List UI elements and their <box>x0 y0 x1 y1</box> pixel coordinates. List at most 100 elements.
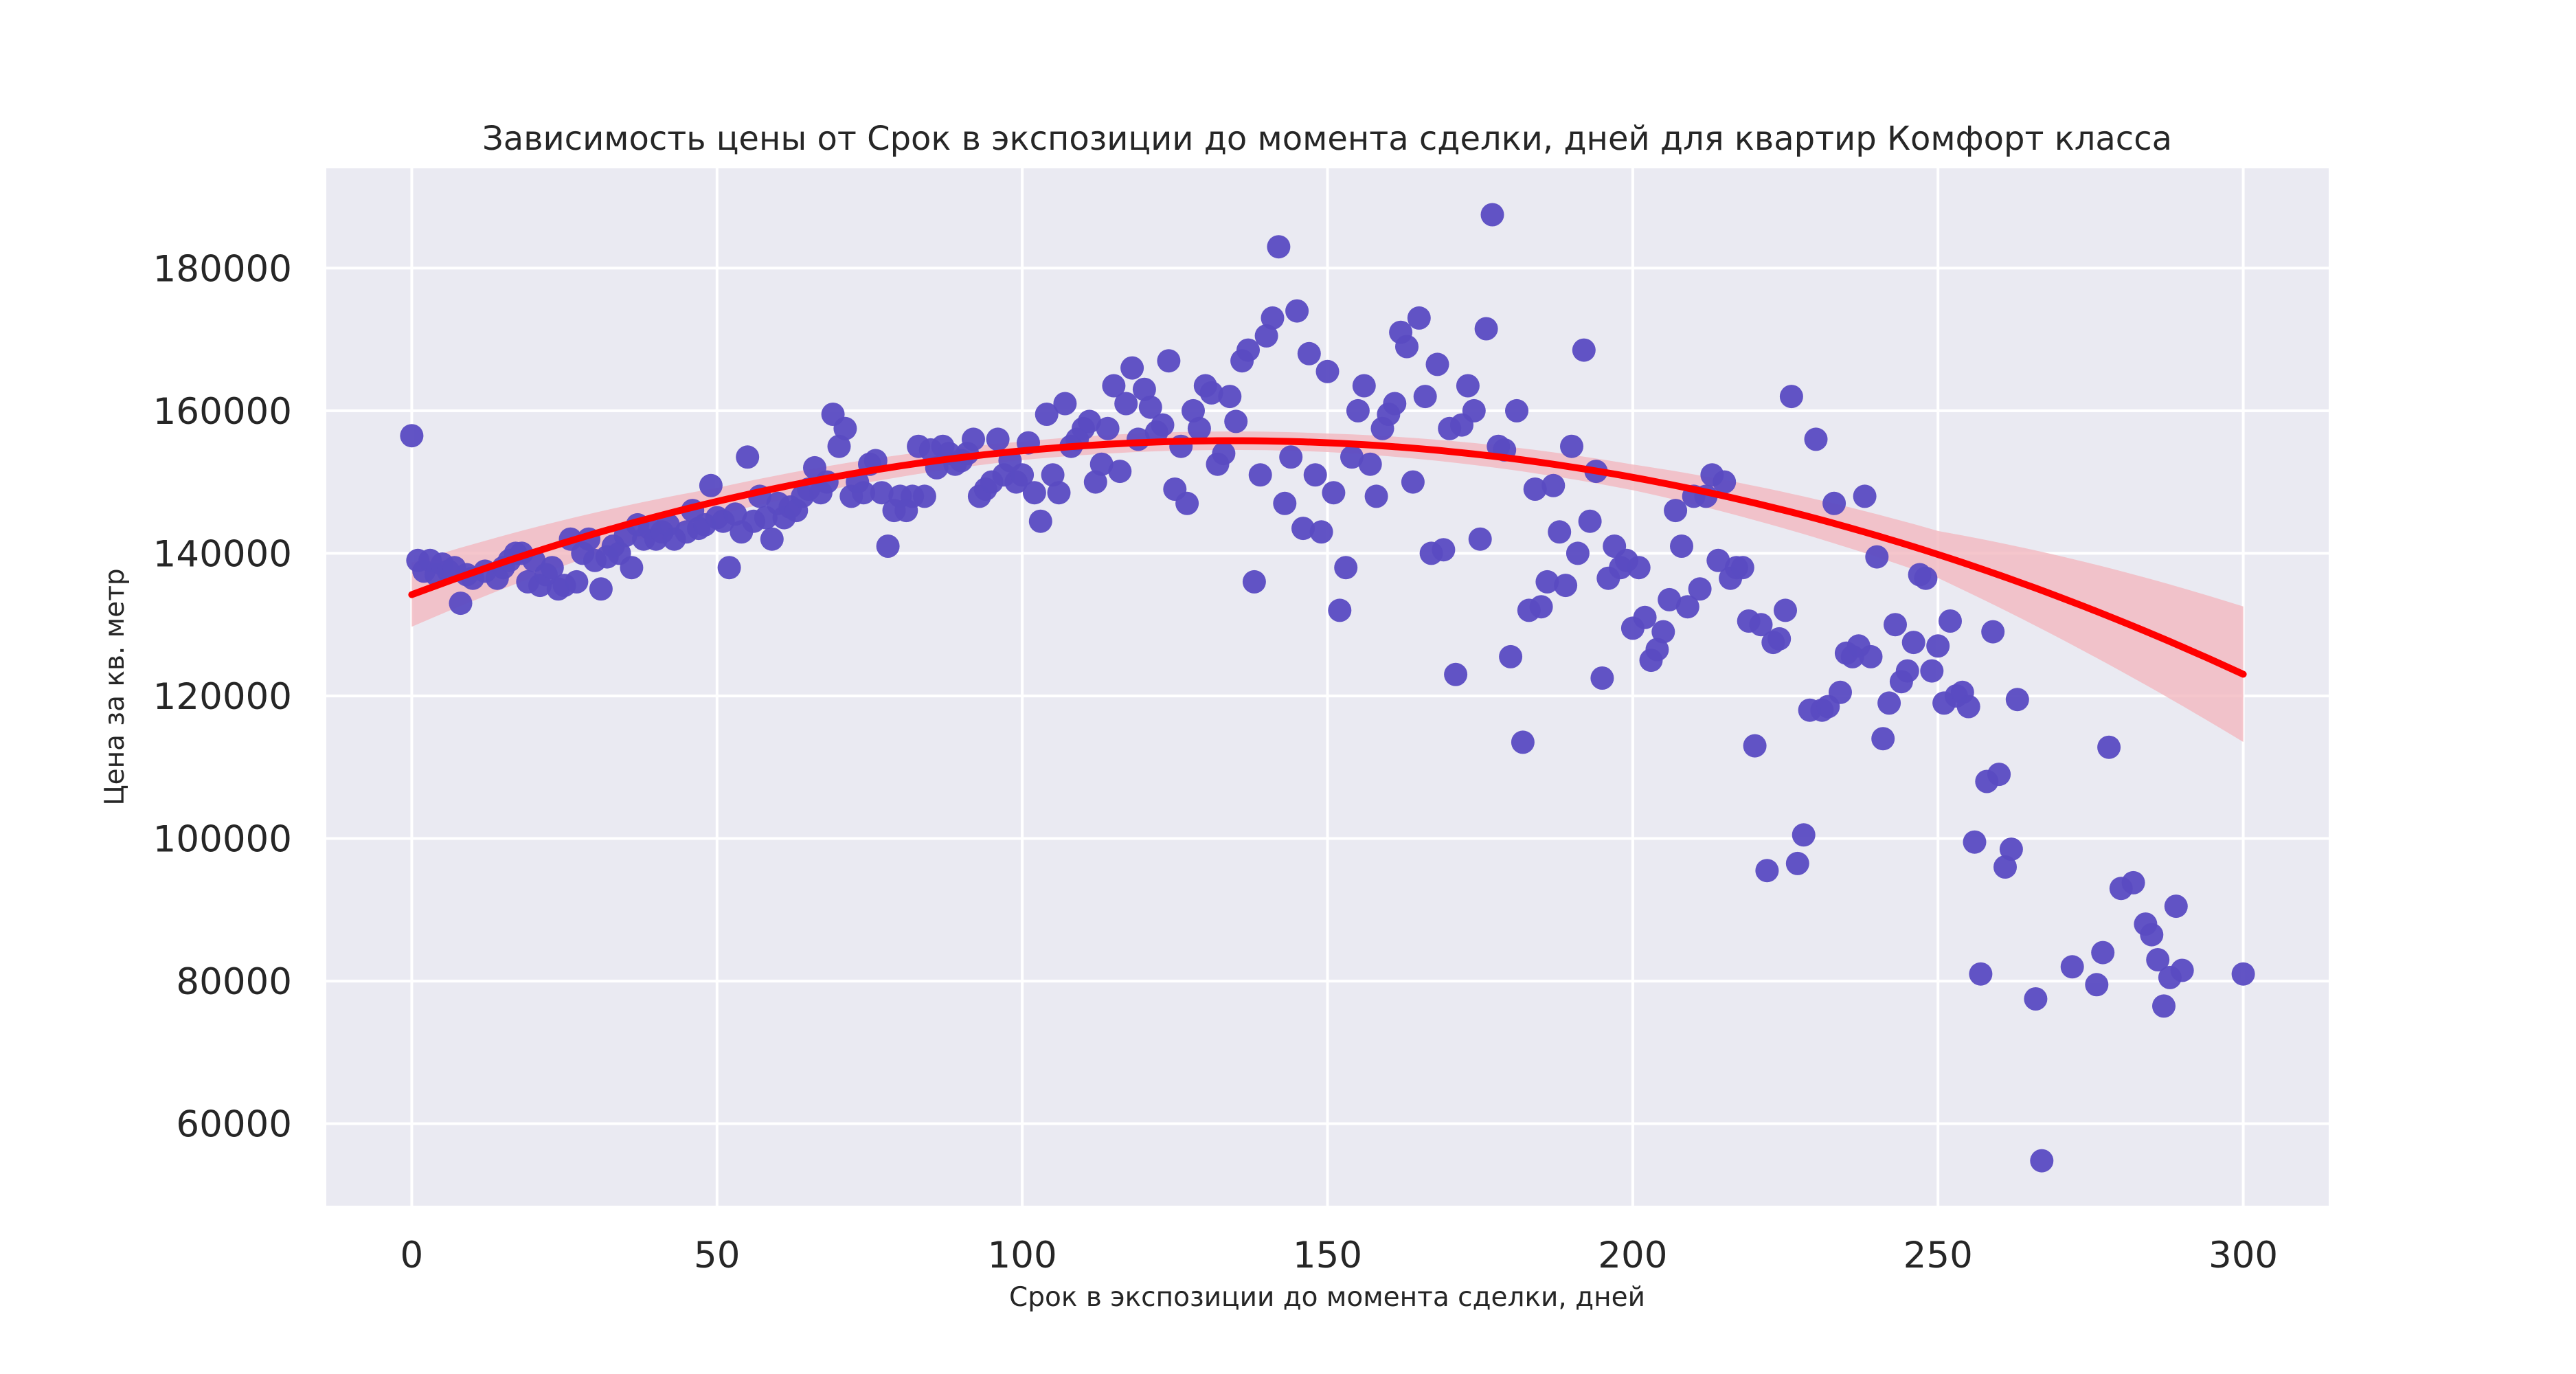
data-point <box>1297 341 1321 365</box>
y-tick-label: 180000 <box>153 248 292 290</box>
y-tick-label: 60000 <box>176 1104 292 1146</box>
data-point <box>1053 392 1077 416</box>
data-point <box>589 577 613 601</box>
data-point <box>1212 442 1236 466</box>
data-point <box>2091 941 2115 965</box>
data-point <box>1554 574 1578 598</box>
data-point <box>1468 527 1492 551</box>
data-point <box>1407 306 1431 330</box>
data-point <box>1254 324 1278 348</box>
data-point <box>2152 994 2176 1018</box>
data-point <box>1987 763 2011 787</box>
x-tick-label: 150 <box>1293 1235 1362 1276</box>
data-point <box>1175 491 1199 515</box>
data-point <box>400 424 424 448</box>
x-axis-label: Срок в экспозиции до момента сделки, дне… <box>1009 1282 1645 1313</box>
data-point <box>1395 335 1419 359</box>
data-point <box>1340 445 1364 469</box>
data-point <box>870 481 894 505</box>
data-point <box>2024 987 2048 1011</box>
data-point <box>1572 338 1596 362</box>
data-point <box>1865 545 1889 569</box>
data-point <box>1664 499 1688 523</box>
data-point <box>1560 434 1583 458</box>
data-point <box>1779 385 1803 409</box>
data-point <box>540 556 564 580</box>
data-point <box>1285 299 1309 323</box>
data-point <box>1651 620 1675 644</box>
data-point <box>1010 463 1035 487</box>
data-point <box>760 527 784 551</box>
data-point <box>1963 830 1987 854</box>
data-point <box>986 427 1010 451</box>
data-point <box>1829 680 1852 704</box>
data-point <box>962 427 985 451</box>
data-point <box>1364 484 1388 508</box>
data-point <box>1785 851 1809 875</box>
data-point <box>1114 392 1138 416</box>
data-point <box>1926 634 1950 658</box>
data-point <box>1383 392 1407 416</box>
data-point <box>876 534 900 558</box>
data-point <box>852 481 876 505</box>
x-tick-label: 50 <box>694 1235 740 1276</box>
data-point <box>723 502 747 526</box>
y-axis-label: Цена за кв. метр <box>100 568 131 805</box>
data-point <box>717 556 741 580</box>
data-point <box>1535 570 1559 594</box>
data-point <box>1871 727 1895 751</box>
data-point <box>1895 659 1919 683</box>
data-point <box>1956 695 1980 719</box>
data-point <box>1859 644 1883 668</box>
data-point <box>1199 381 1223 405</box>
data-point <box>1028 509 1052 533</box>
data-point <box>1969 962 1993 986</box>
data-point <box>1182 398 1205 423</box>
x-tick-label: 100 <box>988 1235 1057 1276</box>
data-point <box>1792 823 1816 847</box>
data-point <box>1688 577 1712 601</box>
data-point <box>1187 416 1211 440</box>
data-point <box>1480 203 1504 227</box>
data-point <box>1706 548 1730 572</box>
data-point <box>1730 556 1754 580</box>
data-point <box>1914 566 1938 590</box>
data-point <box>1309 520 1333 544</box>
data-point <box>1633 605 1657 629</box>
data-point <box>1358 452 1382 476</box>
x-tick-label: 0 <box>400 1235 424 1276</box>
data-point <box>1670 534 1693 558</box>
data-point <box>1529 595 1553 619</box>
data-point <box>1401 470 1425 494</box>
data-point <box>1279 445 1303 469</box>
data-point <box>1236 338 1260 362</box>
data-point <box>1713 470 1737 494</box>
data-point <box>1322 481 1346 505</box>
data-point <box>1035 403 1059 426</box>
data-point <box>1291 517 1315 541</box>
data-point <box>1261 306 1285 330</box>
data-point <box>1346 398 1370 423</box>
data-point <box>1138 395 1162 419</box>
grid <box>326 168 2329 1206</box>
data-point <box>1248 463 1272 487</box>
data-point <box>1541 473 1566 497</box>
data-point <box>1523 477 1547 501</box>
data-point <box>2097 735 2121 759</box>
data-point <box>1749 613 1773 637</box>
x-tick-label: 300 <box>2208 1235 2278 1276</box>
data-point <box>2140 923 2164 947</box>
chart-title: Зависимость цены от Срок в экспозиции до… <box>482 120 2172 158</box>
data-point <box>1505 398 1528 423</box>
data-point <box>1474 317 1498 341</box>
data-point <box>1022 481 1046 505</box>
data-point <box>1267 235 1291 259</box>
data-point <box>1089 452 1114 476</box>
y-axis-ticks: 60000 80000 100000 120000 140000 160000 180000 <box>153 248 292 1145</box>
data-point <box>1462 398 1486 423</box>
data-point <box>1675 595 1699 619</box>
data-point <box>2121 870 2145 894</box>
y-tick-label: 120000 <box>153 676 292 718</box>
data-point <box>449 592 473 616</box>
data-point <box>1901 631 1925 655</box>
